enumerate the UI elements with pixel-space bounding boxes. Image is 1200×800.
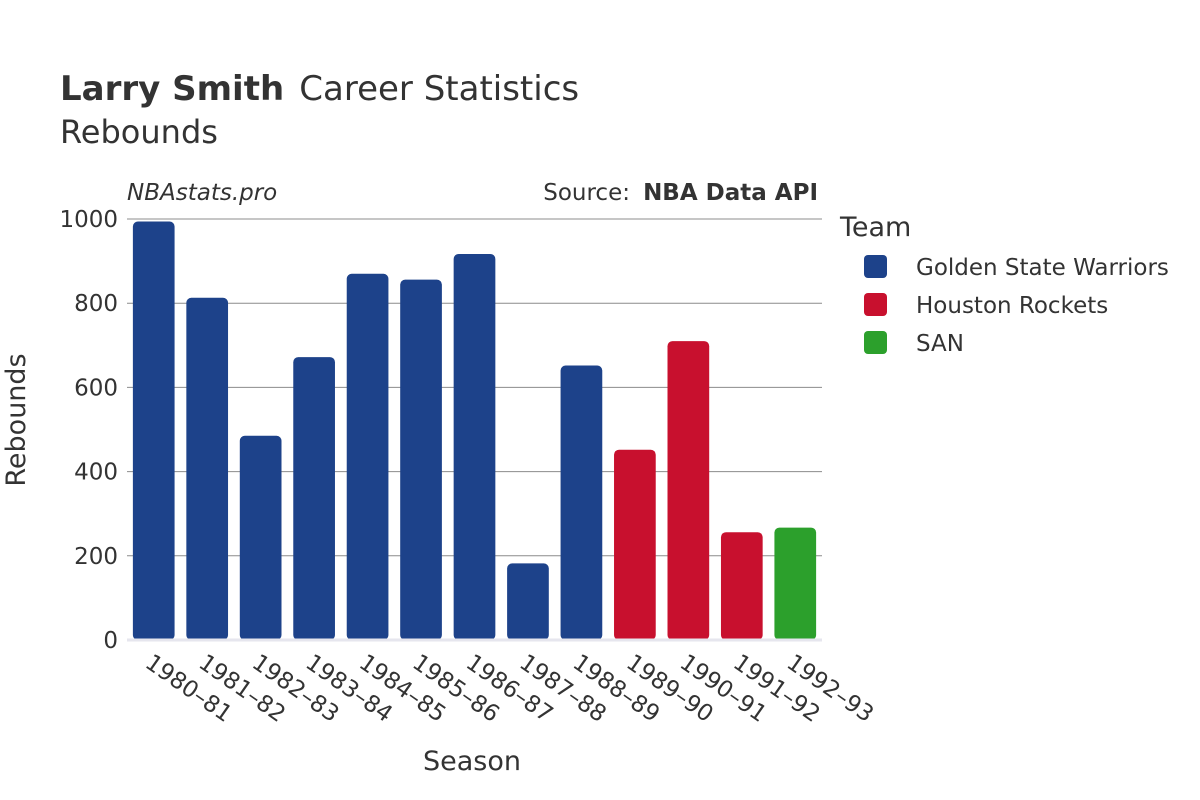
source-credit: Source: NBA Data API <box>543 180 818 206</box>
legend-swatch <box>864 331 887 354</box>
chart-title: Larry Smith Career Statistics <box>60 69 579 109</box>
y-axis-ticks: 0 200 400 600 800 1000 <box>59 207 118 654</box>
bar[interactable] <box>507 563 549 640</box>
bar[interactable] <box>132 221 175 640</box>
legend-label: Houston Rockets <box>916 293 1108 319</box>
bar[interactable] <box>239 435 282 640</box>
bar[interactable] <box>453 253 496 640</box>
legend-item[interactable]: Golden State Warriors <box>864 255 1169 281</box>
legend-items: Golden State Warriors Houston Rockets SAN <box>864 255 1169 357</box>
bar[interactable] <box>667 341 710 640</box>
bar[interactable] <box>614 449 656 640</box>
bar[interactable] <box>346 273 389 640</box>
y-tick-label: 1000 <box>59 207 118 233</box>
legend-item[interactable]: Houston Rockets <box>864 293 1108 319</box>
legend-swatch <box>864 293 887 316</box>
y-axis-title: Rebounds <box>1 353 32 486</box>
legend-title: Team <box>839 212 911 243</box>
y-tick-label: 400 <box>74 460 118 486</box>
bar[interactable] <box>400 279 442 640</box>
legend: Team Golden State Warriors Houston Rocket… <box>839 212 1169 357</box>
chart-title-rest: Career Statistics <box>299 69 579 109</box>
source-value: NBA Data API <box>643 180 818 206</box>
bar[interactable] <box>720 532 763 640</box>
site-credit: NBAstats.pro <box>127 180 277 206</box>
legend-label: Golden State Warriors <box>916 255 1169 281</box>
legend-swatch <box>864 255 887 278</box>
y-tick-label: 800 <box>74 291 118 317</box>
legend-item[interactable]: SAN <box>864 331 964 357</box>
bar[interactable] <box>774 527 817 640</box>
x-axis-ticks: 1980–811981–821982–831983–841984–851985–… <box>140 650 878 728</box>
bar[interactable] <box>186 297 229 640</box>
source-label: Source: <box>543 180 630 206</box>
y-tick-label: 200 <box>74 544 118 570</box>
chart-subtitle: Rebounds <box>60 113 218 151</box>
chart-title-player: Larry Smith <box>60 69 284 109</box>
y-tick-label: 600 <box>74 375 118 401</box>
legend-label: SAN <box>916 331 964 357</box>
x-axis-title: Season <box>423 746 521 777</box>
y-tick-label: 0 <box>103 628 118 654</box>
bar[interactable] <box>293 357 335 640</box>
bar[interactable] <box>560 365 603 640</box>
bars <box>132 221 817 640</box>
